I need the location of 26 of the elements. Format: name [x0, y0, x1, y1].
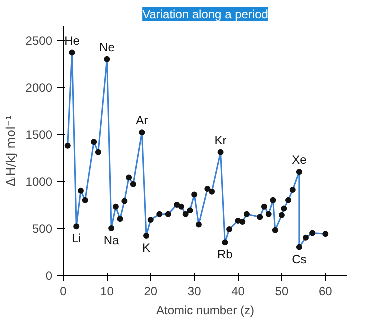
annotation: Ne — [100, 40, 116, 54]
x-tick-label: 50 — [275, 284, 289, 298]
y-tick-label: 1500 — [26, 128, 53, 142]
x-tick-label: 0 — [60, 284, 68, 298]
annotation: Na — [104, 234, 120, 248]
x-tick-label: 60 — [318, 284, 333, 298]
y-tick-label: 2000 — [26, 81, 53, 96]
y-axis-title: ΔᵢH/kJ mol⁻¹ — [4, 115, 18, 187]
x-axis-title: Atomic number (z) — [156, 304, 255, 318]
y-tick-label: 1000 — [26, 175, 53, 190]
annotation: K — [142, 241, 151, 256]
x-tick-label: 10 — [100, 284, 114, 298]
annotation: He — [64, 34, 80, 48]
annotation: Xe — [292, 153, 308, 168]
y-tick-label: 2500 — [26, 34, 53, 48]
chart-title: Variation along a period — [142, 8, 268, 22]
annotation: Cs — [292, 252, 307, 266]
annotation: Rb — [217, 248, 234, 262]
x-tick-label: 30 — [188, 284, 202, 298]
x-tick-label: 40 — [232, 284, 246, 298]
annotation: Ar — [136, 114, 148, 128]
y-tick-label: 0 — [46, 269, 53, 283]
annotation: Kr — [214, 133, 227, 148]
annotation: Li — [72, 232, 82, 246]
x-tick-label: 20 — [144, 284, 158, 298]
y-tick-label: 500 — [32, 222, 53, 236]
